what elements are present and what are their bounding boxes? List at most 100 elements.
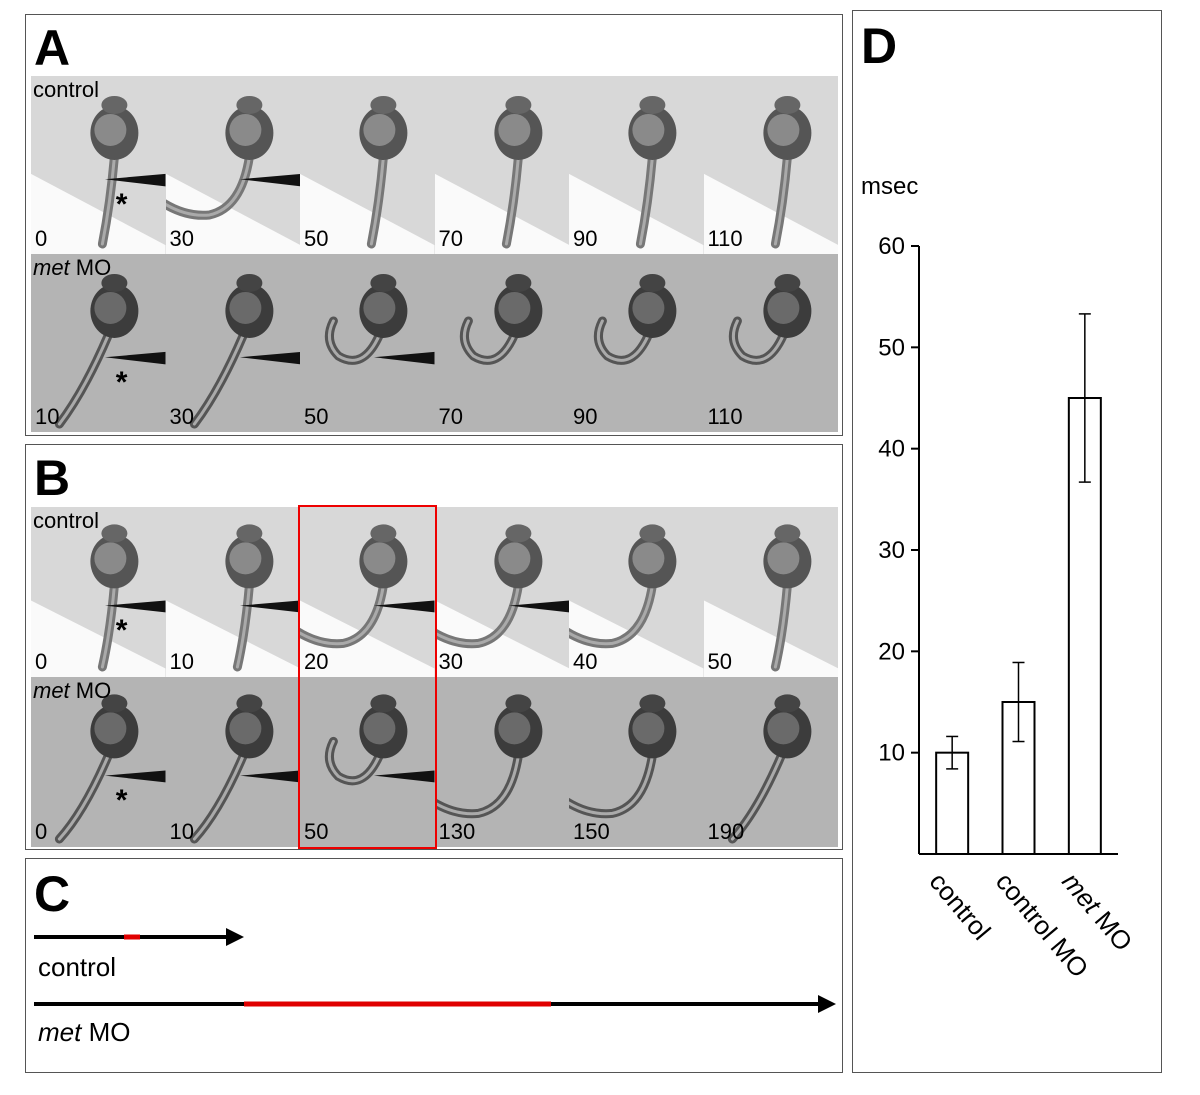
time-label: 40	[573, 649, 598, 674]
x-tick-label: control	[924, 867, 997, 946]
needle-icon	[104, 600, 166, 613]
panel-b-row1-frame-5: 40	[569, 507, 704, 677]
needle-icon	[104, 173, 166, 187]
panel-a-row2-frame-1: 10 *	[31, 254, 166, 432]
row-label-text: control	[33, 77, 100, 102]
time-label: 30	[438, 649, 463, 674]
panel-b-row2-larva-6	[727, 694, 811, 844]
time-label: 50	[304, 404, 329, 429]
time-label: 50	[304, 226, 329, 251]
panel-b-row2-larva-5	[569, 694, 677, 819]
panel-a-letter: A	[34, 20, 71, 76]
panel-a-row1-frame-3: 50	[300, 76, 435, 254]
row-label-gene: met	[33, 255, 70, 280]
y-tick-label: 40	[878, 436, 905, 463]
y-tick-label: 20	[878, 638, 905, 665]
time-label: 30	[169, 226, 194, 251]
met-arrow-label-suffix: MO	[81, 1017, 131, 1047]
panel-a-row2-frame-6: 110	[703, 254, 838, 432]
met-arrow-label-gene: met	[38, 1017, 82, 1047]
needle-icon	[239, 600, 300, 613]
panel-b-image-grid: 0 * 10 20 30 40 50 control 0 * 10 50 130 150 190 met MO	[31, 505, 838, 849]
stimulus-asterisk: *	[115, 365, 128, 399]
needle-icon	[508, 600, 569, 613]
time-label: 10	[169, 819, 194, 844]
panel-b-row2-larva-4	[434, 694, 542, 819]
panel-b-row1-frame-2: 10	[165, 507, 300, 677]
panel-b-row2-frame-1: 0 *	[31, 677, 166, 847]
panel-a-row1-larva-1	[31, 95, 166, 254]
panel-b-row1-larva-4	[434, 524, 569, 677]
panel-a-row2-frame-4: 70	[434, 254, 569, 432]
panel-a-row1-larva-5	[569, 95, 704, 254]
time-label: 0	[35, 226, 48, 251]
panel-b-row1-larva-3	[300, 524, 435, 677]
needle-icon	[104, 351, 166, 365]
panel-b-row2-larva-1	[54, 694, 166, 844]
panel-a-row2-larva-1	[54, 273, 166, 429]
panel-a-image-grid: 0 * 30 50 70 90 110 control 10 * 30 50 70 90 110 met MO	[31, 76, 838, 432]
panel-b-row1-frame-1: 0 *	[31, 507, 166, 677]
panel-a-row2-larva-6	[728, 273, 811, 365]
time-label: 50	[304, 819, 329, 844]
y-tick-label: 10	[878, 740, 905, 767]
y-tick-label: 50	[878, 334, 905, 361]
needle-icon	[373, 351, 435, 365]
time-label: 110	[707, 226, 743, 251]
panel-b-row1-larva-6	[703, 524, 838, 677]
panel-a-row2-larva-5	[593, 273, 677, 365]
panel-a-row1-frame-1: 0 *	[31, 76, 166, 254]
y-tick-label: 60	[878, 233, 905, 260]
panel-a-row1-larva-6	[703, 95, 838, 254]
panel-a-row1-frame-5: 90	[569, 76, 704, 254]
panel-b-row2-frame-5: 150	[569, 677, 704, 847]
met-arrow-label: met MO	[38, 1019, 130, 1045]
panel-c-letter: C	[34, 866, 71, 922]
time-label: 20	[304, 649, 329, 674]
panel-b-row1-larva-2	[165, 524, 300, 677]
panel-b-row2-frame-4: 130	[434, 677, 569, 847]
panel-b: B 0 * 10 20 30 40 50 control 0 * 10 50 130 150 190 met …	[25, 444, 843, 850]
time-label: 70	[438, 404, 463, 429]
row-label-gene: met	[33, 678, 70, 703]
needle-icon	[373, 770, 435, 783]
panel-b-row2-larva-3	[324, 694, 435, 786]
needle-icon	[239, 770, 300, 783]
time-label: 90	[573, 404, 598, 429]
time-label: 70	[438, 226, 463, 251]
row-label-text: MO	[69, 678, 112, 703]
time-label: 90	[573, 226, 598, 251]
panel-b-row2-frame-6: 190	[703, 677, 838, 847]
panel-b-row2-larva-2	[189, 694, 300, 844]
time-label: 0	[35, 649, 48, 674]
stimulus-asterisk: *	[115, 783, 128, 817]
panel-a-row1-label: control	[33, 79, 99, 101]
highlight-box	[298, 505, 437, 849]
y-tick-label: 30	[878, 537, 905, 564]
row-label-text: control	[33, 508, 100, 533]
needle-icon	[239, 173, 300, 187]
panel-a: A 0 * 30 50 70 90 110 control 10 * 30 50 70 90 110 met …	[25, 14, 843, 436]
panel-b-row2-frame-2: 10	[165, 677, 300, 847]
needle-icon	[373, 600, 435, 613]
panel-b-row1-larva-1	[31, 524, 166, 677]
time-label: 10	[35, 404, 60, 429]
stimulus-asterisk: *	[115, 187, 128, 221]
y-axis-label: msec	[861, 173, 918, 200]
panel-d: D msec 10 20 30 40 50 60 control control MO met M…	[852, 10, 1162, 1073]
panel-a-row2-larva-3	[324, 273, 435, 365]
panel-a-row1-larva-3	[300, 95, 435, 254]
time-label: 190	[707, 819, 745, 844]
panel-a-row2-frame-5: 90	[569, 254, 704, 432]
panel-a-row1-frame-4: 70	[434, 76, 569, 254]
panel-a-row2-larva-4	[459, 273, 542, 365]
panel-a-row1-larva-2	[165, 95, 300, 254]
panel-a-row1-frame-6: 110	[703, 76, 838, 254]
panel-a-row2-larva-2	[189, 273, 300, 429]
time-label: 30	[169, 404, 194, 429]
time-label: 10	[169, 649, 194, 674]
control-arrow-label: control	[38, 952, 117, 982]
needle-icon	[239, 351, 300, 365]
panel-c: C control met MO	[25, 858, 843, 1073]
